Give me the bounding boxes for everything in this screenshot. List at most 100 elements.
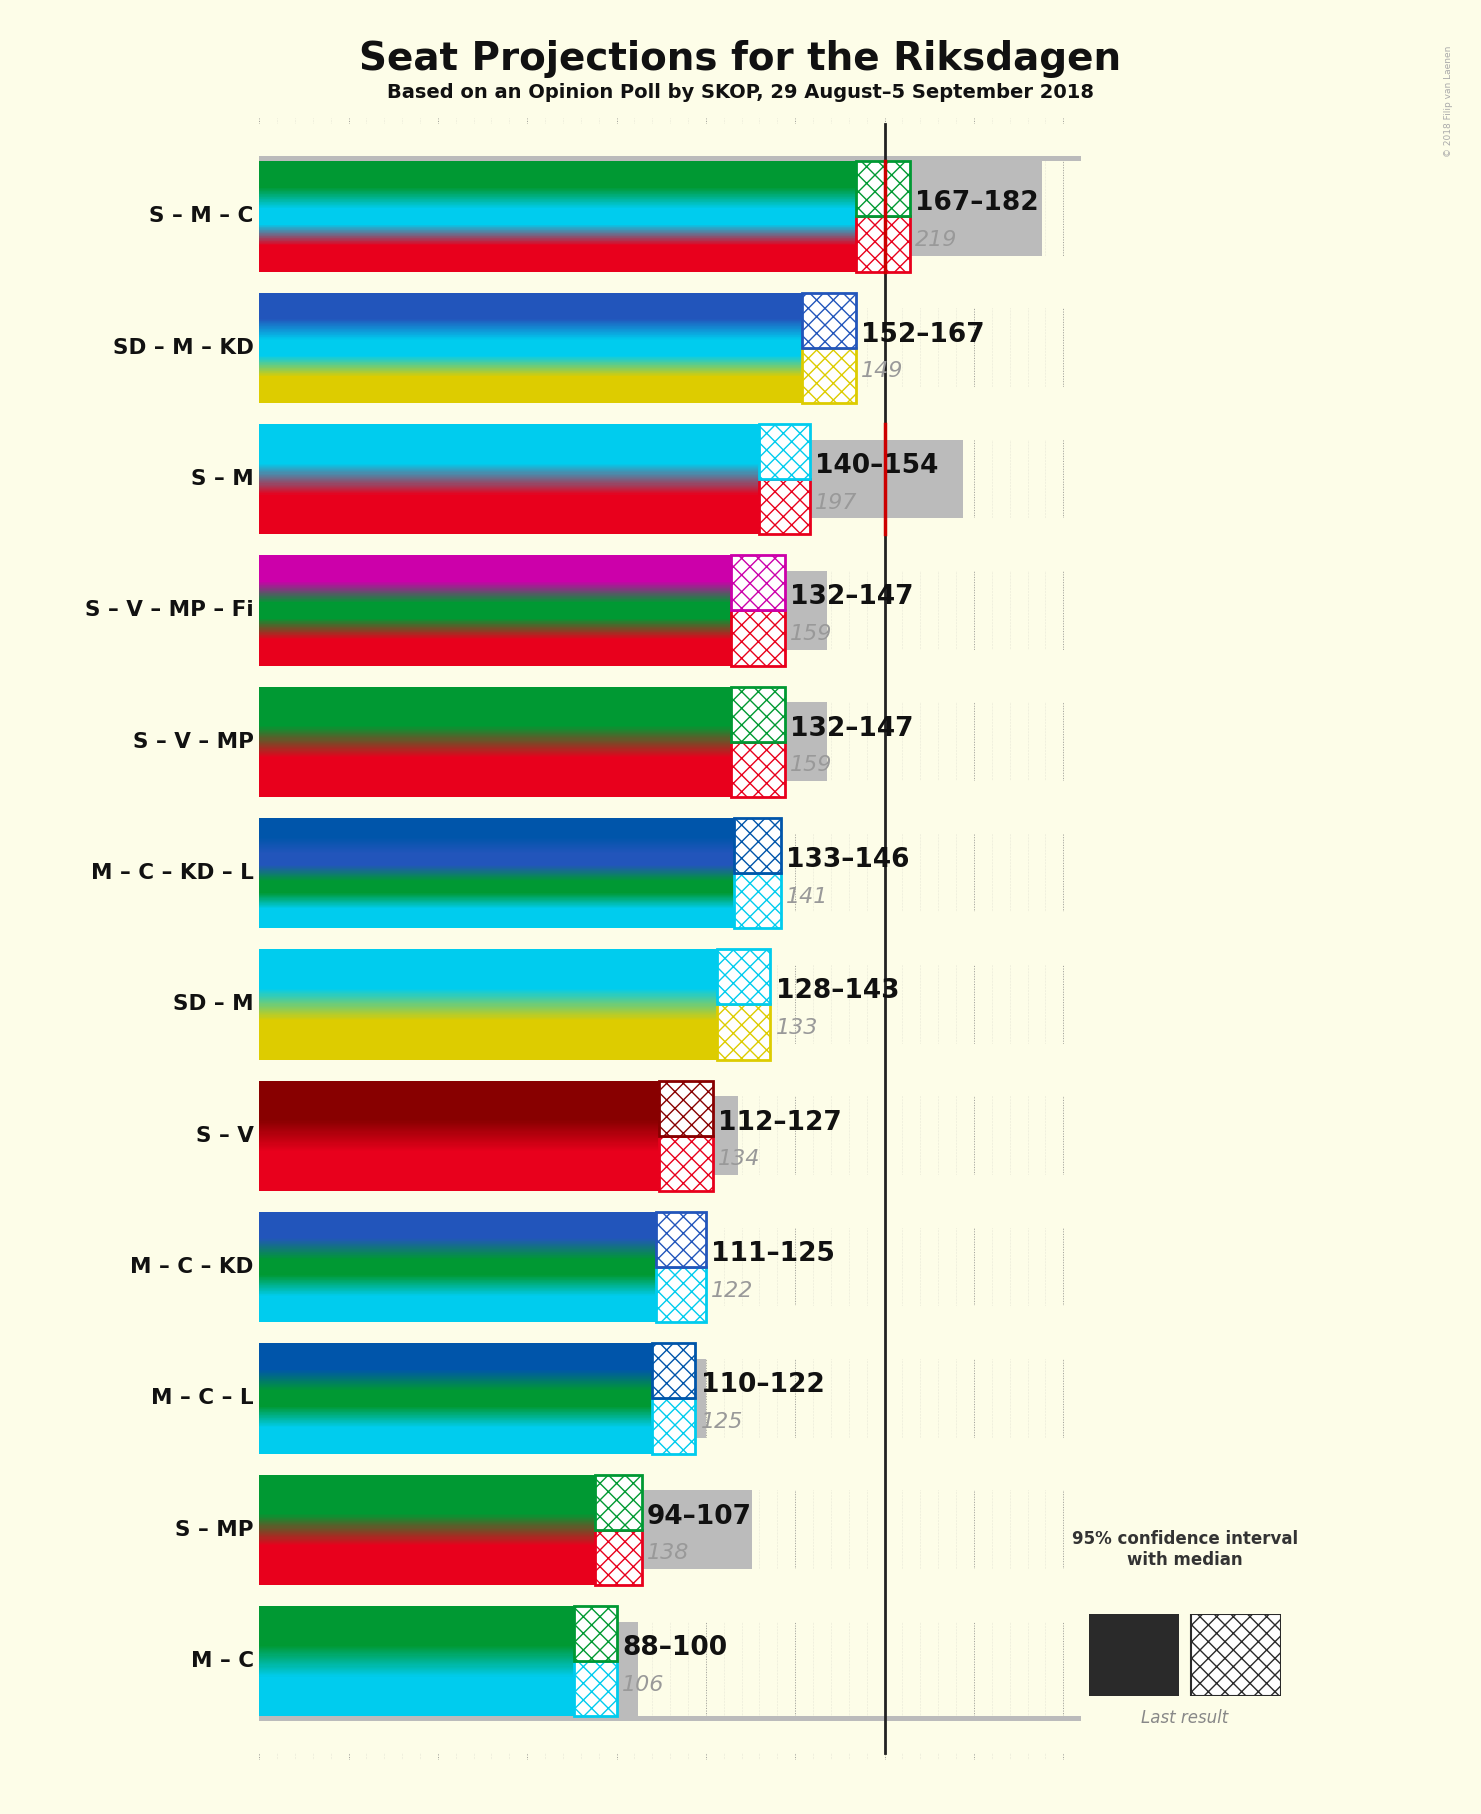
Text: S – V: S – V [195,1126,253,1146]
Text: © 2018 Filip van Laenen: © 2018 Filip van Laenen [1444,45,1453,156]
Bar [259,272,1081,308]
Bar [259,929,1081,965]
Text: SD – M – KD: SD – M – KD [113,337,253,357]
Bar [735,873,780,929]
Bar [717,1005,770,1059]
Bar [259,1458,1081,1491]
Bar [259,949,717,1005]
Text: 125: 125 [701,1411,743,1431]
Text: 122: 122 [711,1281,754,1301]
Bar [259,408,1081,439]
Bar [856,216,909,272]
Bar [1191,1614,1281,1696]
Bar [259,386,963,571]
Bar [259,535,1081,571]
Text: M – C – KD – L: M – C – KD – L [90,863,253,883]
Text: M – C: M – C [191,1651,253,1671]
Text: Seat Projections for the Riksdagen: Seat Projections for the Riksdagen [360,40,1121,78]
Bar [259,1043,1081,1081]
Bar [259,519,828,702]
Bar [259,1175,695,1359]
Text: M – C – KD: M – C – KD [130,1257,253,1277]
Bar [259,1306,1081,1339]
Bar [259,125,1041,308]
Bar [259,1286,656,1322]
Bar [259,292,803,330]
Bar [259,1248,656,1286]
Bar [259,519,1081,555]
Bar [259,125,1081,156]
Text: 133: 133 [776,1018,818,1038]
Bar [259,902,735,929]
Bar [259,1569,1081,1605]
Bar [259,125,1081,161]
Bar [259,686,732,742]
Bar [259,330,803,366]
Text: S – V – MP – Fi: S – V – MP – Fi [86,600,253,620]
Bar [259,161,856,198]
Text: M – C – L: M – C – L [151,1388,253,1408]
Text: 140–154: 140–154 [815,454,939,479]
Bar [259,912,1081,943]
Text: 133–146: 133–146 [786,847,909,873]
Bar [259,256,1081,292]
Text: 106: 106 [622,1674,665,1694]
Bar [659,1136,712,1192]
Text: SD – M: SD – M [173,994,253,1014]
Bar [259,873,735,902]
Bar [259,1192,1081,1228]
Bar [760,424,810,479]
Bar [652,1399,695,1453]
Bar [259,198,856,234]
Bar [259,1475,595,1529]
Bar [259,1721,1081,1752]
Text: 128–143: 128–143 [776,978,899,1005]
Bar [259,782,1081,813]
Bar [732,742,785,796]
Text: 132–147: 132–147 [789,715,914,742]
Bar [259,479,760,535]
Bar [259,539,1081,571]
Bar [259,386,1081,419]
Text: 110–122: 110–122 [701,1371,825,1399]
Bar [856,161,909,216]
Bar [259,934,1081,965]
Bar [259,386,1081,424]
Bar [803,348,856,403]
Bar [659,1081,712,1136]
Bar [259,1059,1081,1096]
Bar [259,1081,659,1136]
Bar [259,1065,1081,1096]
Bar [259,1175,1081,1212]
Bar [259,1322,1081,1359]
Bar [259,671,1081,702]
Text: 219: 219 [915,230,957,250]
Bar [259,629,732,666]
Bar [259,1175,1081,1206]
Bar [803,292,856,348]
Bar [259,1569,1081,1600]
Bar [732,686,785,742]
Bar [259,742,732,796]
Text: 141: 141 [786,887,829,907]
Bar [259,1453,1081,1491]
Bar [760,479,810,535]
Bar [259,1439,752,1622]
Text: Last result: Last result [1142,1709,1228,1727]
Bar [259,256,1081,287]
Bar [259,796,1081,834]
Text: 112–127: 112–127 [718,1110,843,1136]
Bar [259,818,735,845]
Bar [259,1417,652,1453]
Bar [259,1342,652,1380]
Bar [259,1043,1081,1076]
Bar [259,1662,573,1716]
Bar [259,1306,1081,1342]
Bar [573,1662,616,1716]
Bar [732,555,785,610]
Bar [259,802,1081,834]
Bar [259,1569,638,1752]
Bar [259,845,735,873]
Bar [259,1328,1081,1359]
Text: 88–100: 88–100 [622,1634,727,1662]
